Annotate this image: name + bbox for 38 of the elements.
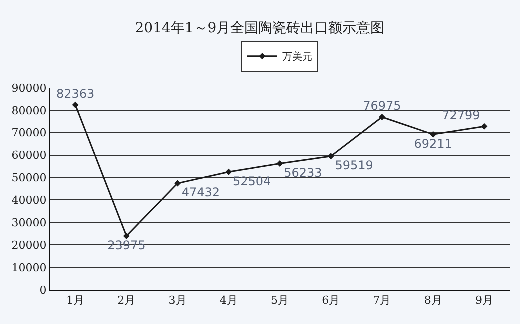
point: [481, 123, 488, 130]
x-tick-label: 8月: [424, 294, 442, 308]
data-label: 59519: [335, 158, 374, 173]
x-tick-label: 1月: [66, 294, 85, 308]
point: [174, 180, 182, 187]
y-tick-label: 90000: [12, 82, 47, 95]
y-tick-label: 0: [40, 284, 47, 297]
y-tick-label: 70000: [12, 126, 47, 140]
x-tick-label: 3月: [168, 294, 187, 308]
data-label: 47432: [182, 186, 220, 200]
y-tick-label: 60000: [12, 149, 47, 162]
point: [123, 232, 130, 240]
x-tick-label: 4月: [220, 294, 238, 308]
y-tick-label: 80000: [12, 104, 47, 118]
y-tick-label: 20000: [12, 238, 47, 252]
y-tick-label: 40000: [12, 194, 47, 208]
x-tick-label: 9月: [475, 294, 494, 308]
x-tick-label: 6月: [322, 294, 340, 308]
x-tick-label: 7月: [373, 294, 392, 308]
point: [328, 153, 334, 160]
data-label: 76975: [363, 99, 402, 114]
y-tick-label: 10000: [12, 261, 47, 274]
legend-label: 万美元: [282, 51, 312, 64]
y-tick-label: 50000: [12, 172, 47, 185]
data-label: 72799: [442, 108, 480, 122]
data-label: 82363: [56, 87, 95, 102]
data-label: 56233: [284, 166, 322, 180]
data-label: 69211: [414, 136, 452, 151]
data-label: 52504: [233, 174, 272, 188]
point: [226, 168, 232, 176]
point: [276, 160, 284, 168]
x-tick-label: 5月: [271, 294, 289, 308]
point: [72, 102, 79, 108]
point: [378, 114, 386, 120]
x-tick-label: 2月: [118, 294, 136, 308]
chart-title: 2014年1～9月全国陶瓷砖出口额示意图: [135, 20, 385, 36]
y-tick-label: 30000: [12, 216, 47, 230]
point: [430, 131, 437, 138]
